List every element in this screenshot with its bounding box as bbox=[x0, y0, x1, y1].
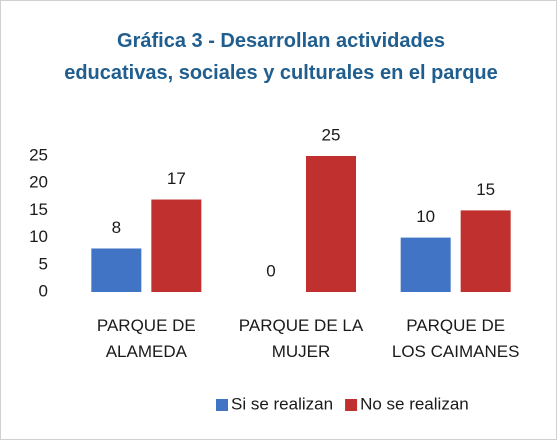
data-label: 10 bbox=[416, 207, 435, 226]
bar bbox=[306, 156, 356, 292]
data-label: 15 bbox=[476, 180, 495, 199]
x-tick-label: PARQUE DE ALAMEDA bbox=[96, 316, 196, 361]
y-tick-label: 10 bbox=[29, 227, 48, 246]
x-tick-label: PARQUE DE LA MUJER bbox=[238, 316, 364, 361]
legend-swatch bbox=[216, 399, 228, 411]
bar bbox=[460, 210, 511, 292]
x-tick-label: PARQUE DE LOS CAIMANES bbox=[391, 316, 520, 361]
y-tick-label: 5 bbox=[39, 254, 48, 273]
bar bbox=[91, 248, 142, 292]
y-tick-label: 25 bbox=[29, 145, 48, 164]
chart-title: Gráfica 3 - Desarrollan actividades educ… bbox=[64, 30, 498, 84]
data-label: 17 bbox=[167, 169, 186, 188]
y-tick-label: 15 bbox=[29, 200, 48, 219]
y-tick-label: 0 bbox=[39, 281, 48, 300]
bar bbox=[151, 199, 202, 292]
legend-label: No se realizan bbox=[360, 394, 469, 413]
y-tick-label: 20 bbox=[29, 173, 48, 192]
legend-label: Si se realizan bbox=[231, 394, 333, 413]
data-label: 8 bbox=[112, 218, 121, 237]
legend-swatch bbox=[345, 399, 358, 411]
bar bbox=[400, 237, 451, 292]
data-label: 0 bbox=[266, 261, 275, 280]
data-label: 25 bbox=[322, 125, 341, 144]
